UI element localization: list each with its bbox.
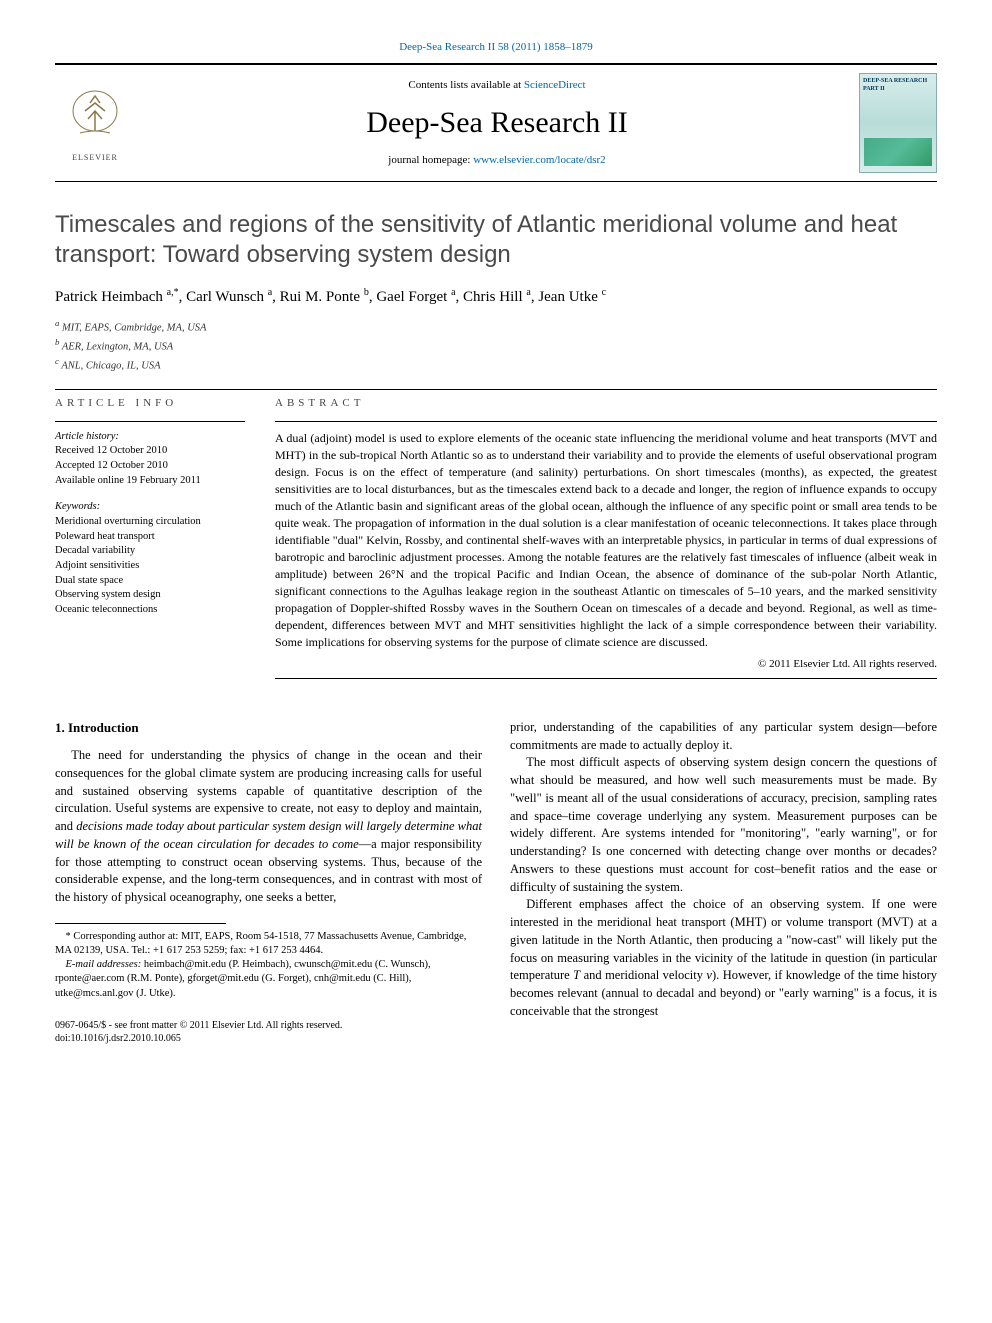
contents-available-line: Contents lists available at ScienceDirec… (135, 78, 859, 93)
abstract-bottom-rule (275, 678, 937, 679)
history-accepted: Accepted 12 October 2010 (55, 459, 245, 474)
article-info-column: ARTICLE INFO Article history: Received 1… (55, 396, 245, 679)
affiliation-b-text: AER, Lexington, MA, USA (62, 342, 173, 353)
keywords-block: Keywords: Meridional overturning circula… (55, 500, 245, 618)
journal-homepage-line: journal homepage: www.elsevier.com/locat… (135, 153, 859, 168)
keyword-6: Oceanic teleconnections (55, 603, 245, 618)
journal-header: ELSEVIER Contents lists available at Sci… (55, 64, 937, 182)
journal-citation: Deep-Sea Research II 58 (2011) 1858–1879 (55, 40, 937, 55)
keyword-3: Adjoint sensitivities (55, 559, 245, 574)
abstract-label: ABSTRACT (275, 396, 937, 411)
keyword-2: Decadal variability (55, 544, 245, 559)
elsevier-wordmark: ELSEVIER (72, 153, 118, 164)
journal-citation-vol: 58 (2011) 1858–1879 (498, 41, 593, 53)
abstract-column: ABSTRACT A dual (adjoint) model is used … (275, 396, 937, 679)
history-received: Received 12 October 2010 (55, 444, 245, 459)
body-columns: 1. Introduction The need for understandi… (55, 719, 937, 1045)
article-history: Article history: Received 12 October 201… (55, 430, 245, 489)
homepage-prefix: journal homepage: (388, 154, 473, 166)
intro-para-2: The most difficult aspects of observing … (510, 754, 937, 896)
keywords-heading: Keywords: (55, 500, 245, 515)
journal-citation-link[interactable]: Deep-Sea Research II (399, 41, 495, 53)
intro-para-1-cont: prior, understanding of the capabilities… (510, 719, 937, 755)
affiliations: a MIT, EAPS, Cambridge, MA, USA b AER, L… (55, 317, 937, 375)
history-heading: Article history: (55, 430, 245, 445)
corresponding-author-note: * Corresponding author at: MIT, EAPS, Ro… (55, 930, 482, 958)
sciencedirect-link[interactable]: ScienceDirect (524, 79, 586, 91)
keyword-4: Dual state space (55, 574, 245, 589)
intro-para-1: The need for understanding the physics o… (55, 747, 482, 907)
affiliation-a-text: MIT, EAPS, Cambridge, MA, USA (62, 323, 206, 334)
header-center: Contents lists available at ScienceDirec… (135, 78, 859, 168)
intro-para-3: Different emphases affect the choice of … (510, 896, 937, 1020)
journal-cover-thumbnail: DEEP-SEA RESEARCH PART II (859, 73, 937, 173)
affiliation-c-text: ANL, Chicago, IL, USA (61, 361, 160, 372)
elsevier-logo: ELSEVIER (55, 78, 135, 168)
affiliation-c: c ANL, Chicago, IL, USA (55, 355, 937, 374)
history-online: Available online 19 February 2011 (55, 474, 245, 489)
info-rule (55, 421, 245, 422)
affiliation-a: a MIT, EAPS, Cambridge, MA, USA (55, 317, 937, 336)
journal-name: Deep-Sea Research II (135, 103, 859, 144)
contents-prefix: Contents lists available at (408, 79, 523, 91)
keyword-0: Meridional overturning circulation (55, 515, 245, 530)
doi-line: doi:10.1016/j.dsr2.2010.10.065 (55, 1032, 482, 1045)
keyword-5: Observing system design (55, 588, 245, 603)
article-info-label: ARTICLE INFO (55, 396, 245, 411)
cover-subtitle: PART II (863, 85, 933, 93)
article-title: Timescales and regions of the sensitivit… (55, 210, 937, 270)
affiliation-b: b AER, Lexington, MA, USA (55, 336, 937, 355)
cover-title: DEEP-SEA RESEARCH (863, 77, 933, 85)
footer-block: 0967-0645/$ - see front matter © 2011 El… (55, 1019, 482, 1045)
author-list: Patrick Heimbach a,*, Carl Wunsch a, Rui… (55, 286, 937, 307)
abstract-text: A dual (adjoint) model is used to explor… (275, 430, 937, 651)
journal-homepage-link[interactable]: www.elsevier.com/locate/dsr2 (473, 154, 605, 166)
keyword-1: Poleward heat transport (55, 530, 245, 545)
abstract-rule (275, 421, 937, 422)
body-right-column: prior, understanding of the capabilities… (510, 719, 937, 1045)
divider-above-abstract (55, 389, 937, 390)
body-left-column: 1. Introduction The need for understandi… (55, 719, 482, 1045)
email-label: E-mail addresses: (66, 959, 142, 970)
issn-line: 0967-0645/$ - see front matter © 2011 El… (55, 1019, 482, 1032)
email-addresses: E-mail addresses: heimbach@mit.edu (P. H… (55, 958, 482, 1001)
footnote-rule (55, 923, 226, 924)
abstract-copyright: © 2011 Elsevier Ltd. All rights reserved… (275, 657, 937, 672)
elsevier-tree-icon (60, 81, 130, 151)
info-abstract-row: ARTICLE INFO Article history: Received 1… (55, 396, 937, 679)
section-1-heading: 1. Introduction (55, 719, 482, 737)
cover-image-strip (864, 138, 932, 166)
footnotes: * Corresponding author at: MIT, EAPS, Ro… (55, 930, 482, 1001)
